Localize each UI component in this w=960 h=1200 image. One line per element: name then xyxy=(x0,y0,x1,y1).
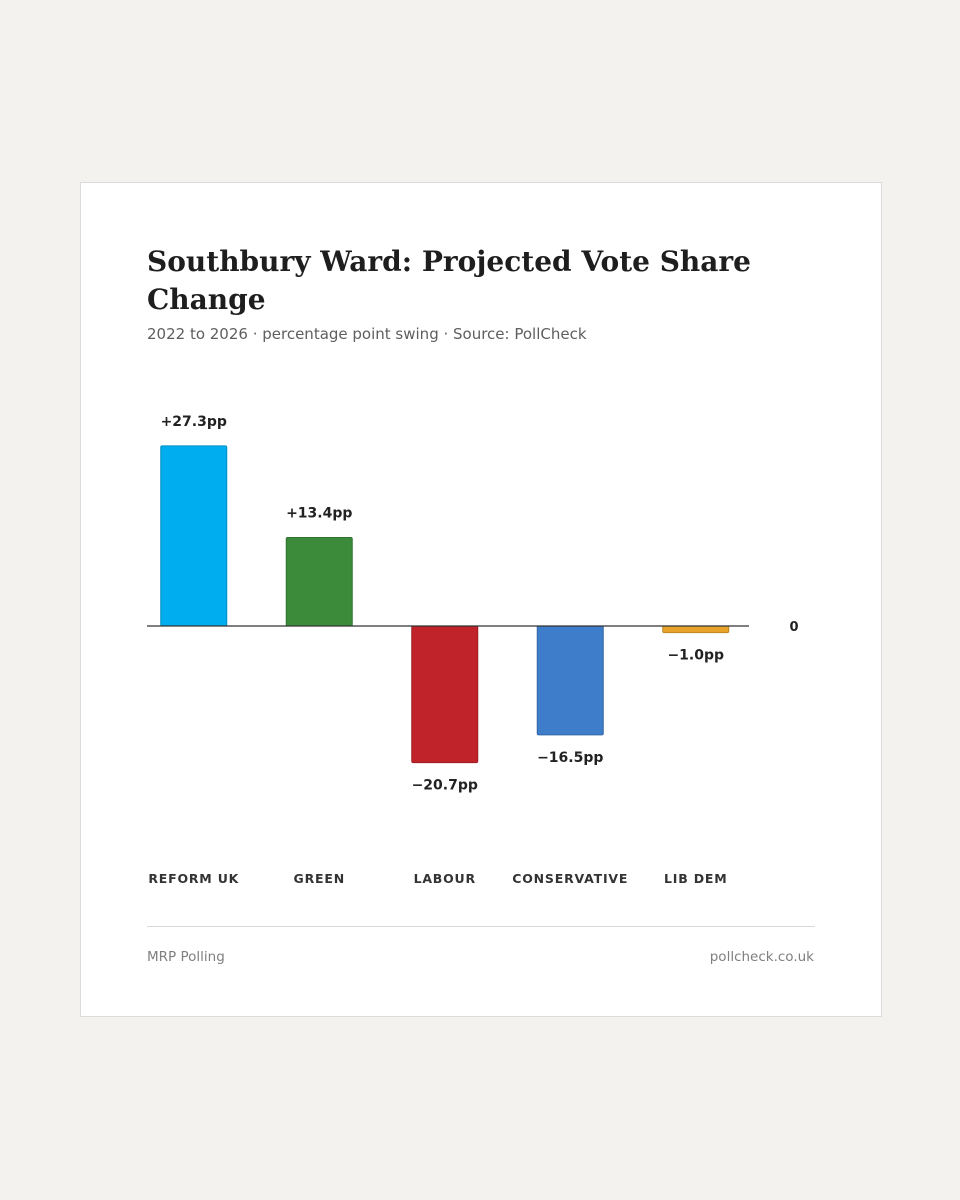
bar-chart: +27.3pp REFORM UK +13.4pp GREEN −20.7pp LABOU… xyxy=(147,414,799,886)
footer-source: MRP Polling xyxy=(147,949,225,965)
data-label: +13.4pp xyxy=(286,506,352,522)
category-label: LABOUR xyxy=(414,871,476,886)
data-label: −16.5pp xyxy=(537,750,603,766)
chart-card: Southbury Ward: Projected Vote Share Cha… xyxy=(80,182,882,1017)
footer-link[interactable]: pollcheck.co.uk xyxy=(709,949,814,965)
bar-lib-dem xyxy=(662,625,730,634)
chart-subtitle: 2022 to 2026 · percentage point swing · … xyxy=(147,325,587,343)
footer-divider xyxy=(147,926,815,927)
data-label: −1.0pp xyxy=(667,648,724,664)
zero-label: 0 xyxy=(789,620,798,635)
category-label: LIB DEM xyxy=(664,871,727,886)
bar-green xyxy=(285,537,353,627)
bar-conservative xyxy=(536,625,604,736)
bar-reform-uk xyxy=(160,445,228,627)
category-label: CONSERVATIVE xyxy=(512,871,628,886)
data-label: −20.7pp xyxy=(412,778,478,794)
bar-labour xyxy=(411,625,479,764)
data-label: +27.3pp xyxy=(161,414,227,430)
chart-title: Southbury Ward: Projected Vote Share Cha… xyxy=(147,245,751,316)
category-label: REFORM UK xyxy=(148,871,239,886)
category-label: GREEN xyxy=(294,871,345,886)
